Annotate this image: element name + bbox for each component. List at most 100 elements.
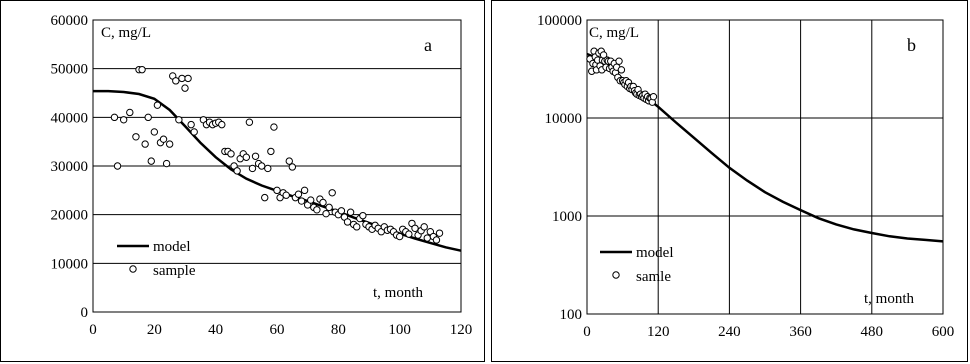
chart-a-sample-point [184, 74, 192, 83]
chart-a-sample-point [420, 223, 428, 231]
chart-a-sample-point [190, 128, 198, 136]
chart-b-legend-model-label: model [636, 245, 674, 261]
chart-b-svg: C, mg/L b t, month model samle 100 1000 10… [537, 13, 955, 340]
chart-a-xtick-label: 60 [270, 322, 285, 338]
chart-a-sample-point [110, 113, 119, 122]
chart-a-sample-point [343, 218, 352, 226]
chart-a-sample-point [242, 153, 251, 161]
chart-a-sample-point [175, 116, 183, 124]
chart-b-xtick-label: 0 [583, 324, 591, 340]
chart-a-sample-point [435, 229, 444, 237]
chart-a-sample-point [218, 120, 226, 129]
chart-b-xtick-label: 120 [647, 324, 670, 340]
chart-a-sample-point [432, 236, 441, 244]
chart-a-xtick-label: 40 [208, 322, 223, 338]
chart-a-xtick-label: 80 [331, 322, 346, 338]
chart-a-sample-point [297, 197, 306, 205]
chart-b-xtick-label: 480 [861, 324, 884, 340]
chart-a-sample-point [251, 152, 260, 160]
chart-a-sample-point [294, 190, 303, 198]
chart-a-sample-point [282, 191, 290, 199]
chart-a-sample-point [328, 189, 336, 197]
chart-panel-a: C, mg/L a t, month model sample 0 10000 20… [0, 0, 485, 362]
chart-b-plot-frame [586, 19, 944, 315]
chart-a-sample-point [285, 157, 293, 165]
chart-a-sample-point [162, 159, 171, 168]
chart-b-ytick-label: 100 [560, 307, 583, 323]
chart-a-sample-point [248, 164, 257, 173]
chart-b-xlabel: t, month [864, 291, 915, 307]
chart-a-sample-point [141, 140, 149, 148]
chart-a-ytick-label: 30000 [51, 159, 89, 175]
chart-a-sample-point [267, 147, 275, 156]
chart-a-sample-point [257, 162, 266, 170]
chart-a-ytick-label: 40000 [51, 110, 89, 126]
chart-b-sample-point [615, 57, 623, 65]
chart-b-sample-point [617, 66, 626, 74]
chart-b-xtick-label: 360 [789, 324, 812, 340]
chart-a-sample-point [261, 193, 269, 202]
chart-a-ytick-label: 50000 [51, 62, 89, 78]
chart-a-sample-point [359, 211, 367, 220]
chart-a-legend-model-label: model [153, 239, 191, 255]
chart-b-model-line [586, 52, 944, 243]
chart-a-ytick-label: 10000 [51, 256, 89, 272]
chart-a-sample-point [423, 234, 431, 242]
chart-a-sample-point [346, 208, 355, 216]
chart-b-xtick-label: 240 [718, 324, 741, 340]
chart-a-sample-point [138, 65, 146, 74]
chart-a-sample-point [325, 203, 333, 212]
chart-b-xtick-label: 600 [932, 324, 955, 340]
chart-a-sample-point [273, 186, 281, 195]
chart-a-ylabel: C, mg/L [101, 25, 151, 41]
chart-a-sample-point [153, 101, 162, 109]
chart-a-sample-point [119, 116, 128, 124]
chart-a-xtick-label: 20 [147, 322, 162, 338]
chart-a-sample-point [147, 157, 155, 165]
chart-b-legend-samle-label: samle [636, 269, 671, 285]
chart-a-sample-point [319, 198, 327, 207]
chart-a-svg: C, mg/L a t, month model sample 0 10000 20… [51, 13, 473, 338]
chart-a-sample-point [233, 167, 241, 175]
chart-a-ytick-label: 20000 [51, 208, 89, 224]
chart-a-sample-point [270, 123, 278, 131]
chart-a-xtick-label: 100 [388, 322, 411, 338]
chart-a-legend-sample-symbol [129, 265, 137, 273]
chart-a-sample-point [172, 77, 180, 85]
chart-a-sample-point [126, 108, 134, 117]
chart-a-sample-point [395, 232, 404, 241]
chart-a-xtick-label: 120 [450, 322, 473, 338]
chart-b-legend-sample-symbol [612, 271, 620, 279]
chart-a-sample-point [113, 162, 122, 170]
chart-a-sample-point [288, 163, 297, 171]
chart-a-sample-point [307, 196, 315, 204]
chart-a-sample-point [132, 133, 140, 141]
chart-a-sample-point [165, 140, 174, 148]
chart-a-sample-point [178, 74, 186, 83]
chart-a-sample-point [181, 84, 189, 92]
chart-a-sample-point [300, 186, 309, 195]
chart-a-sample-point [227, 150, 235, 158]
chart-b-ytick-label: 10000 [545, 111, 583, 127]
chart-panel-b: C, mg/L b t, month model samle 100 1000 10… [491, 0, 968, 362]
chart-a-legend-sample-label: sample [153, 263, 196, 279]
chart-b-sample-point [649, 92, 658, 101]
chart-a-ytick-label: 60000 [51, 13, 89, 29]
chart-a-ytick-label: 0 [81, 305, 89, 321]
chart-a-sample-point [150, 128, 159, 136]
chart-a-sample-point [144, 113, 152, 122]
chart-a-sample-point [245, 118, 254, 126]
chart-a-sample-point [159, 135, 168, 143]
chart-b-ytick-label: 100000 [537, 13, 582, 29]
chart-a-sample-point [322, 209, 330, 218]
chart-a-sample-point [405, 230, 413, 238]
chart-b-panel-letter: b [907, 35, 916, 55]
chart-a-plot-frame [92, 19, 462, 313]
chart-a-xtick-label: 0 [89, 322, 97, 338]
chart-b-ylabel: C, mg/L [589, 25, 639, 41]
chart-a-sample-point [187, 120, 195, 129]
chart-b-ytick-label: 1000 [552, 209, 582, 225]
chart-a-panel-letter: a [424, 35, 432, 55]
chart-a-sample-point [353, 223, 361, 231]
chart-a-sample-point [264, 164, 272, 173]
